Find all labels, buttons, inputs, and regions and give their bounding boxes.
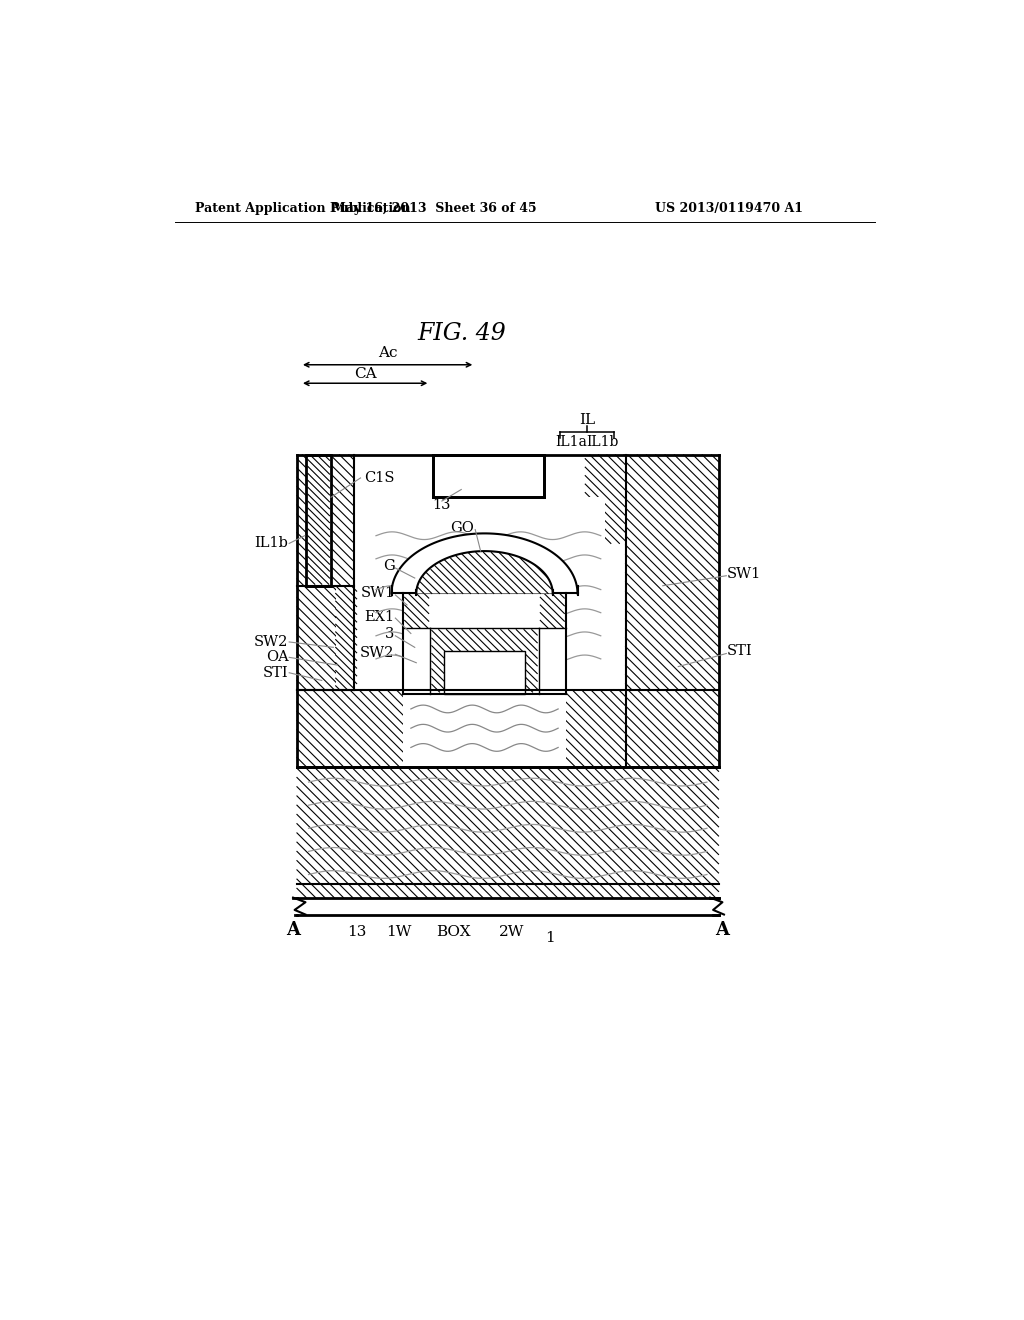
Text: OA: OA <box>265 651 289 664</box>
Text: CA: CA <box>354 367 377 381</box>
Polygon shape <box>432 455 544 498</box>
Polygon shape <box>566 689 719 767</box>
Polygon shape <box>336 586 356 693</box>
Text: A: A <box>716 921 729 939</box>
Polygon shape <box>372 498 604 689</box>
Text: SW1: SW1 <box>360 586 394 601</box>
Text: BOX: BOX <box>436 925 471 940</box>
Text: SW2: SW2 <box>360 645 394 660</box>
Polygon shape <box>430 628 539 693</box>
Text: A: A <box>286 921 300 939</box>
Text: C1S: C1S <box>365 471 395 484</box>
Text: FIG. 49: FIG. 49 <box>417 322 506 346</box>
Text: Patent Application Publication: Patent Application Publication <box>196 202 411 215</box>
Text: SW1: SW1 <box>727 568 761 581</box>
Polygon shape <box>586 455 626 544</box>
Text: IL1b: IL1b <box>586 434 618 449</box>
Polygon shape <box>297 767 719 898</box>
Text: 13: 13 <box>432 498 452 512</box>
Text: 13: 13 <box>347 925 367 940</box>
Polygon shape <box>356 689 624 767</box>
Polygon shape <box>306 455 331 586</box>
Text: 3: 3 <box>385 627 394 642</box>
Text: 2W: 2W <box>499 925 524 940</box>
Text: G: G <box>383 560 394 573</box>
Text: US 2013/0119470 A1: US 2013/0119470 A1 <box>655 202 803 215</box>
Text: IL: IL <box>579 413 595 428</box>
Polygon shape <box>417 552 553 594</box>
Text: IL1b: IL1b <box>255 536 289 550</box>
Polygon shape <box>403 693 566 767</box>
Text: GO: GO <box>451 521 474 535</box>
Polygon shape <box>297 689 403 767</box>
Text: SW2: SW2 <box>254 635 289 649</box>
Text: 1W: 1W <box>387 925 412 940</box>
Text: STI: STI <box>263 665 289 680</box>
Polygon shape <box>391 533 578 594</box>
Text: May 16, 2013  Sheet 36 of 45: May 16, 2013 Sheet 36 of 45 <box>332 202 537 215</box>
Text: EX1: EX1 <box>365 610 394 623</box>
Polygon shape <box>444 651 524 693</box>
Text: STI: STI <box>727 644 753 659</box>
Text: Ac: Ac <box>378 346 397 360</box>
Text: IL1a: IL1a <box>555 434 587 449</box>
Text: 1: 1 <box>546 932 555 945</box>
Polygon shape <box>297 455 719 767</box>
Polygon shape <box>403 594 566 693</box>
